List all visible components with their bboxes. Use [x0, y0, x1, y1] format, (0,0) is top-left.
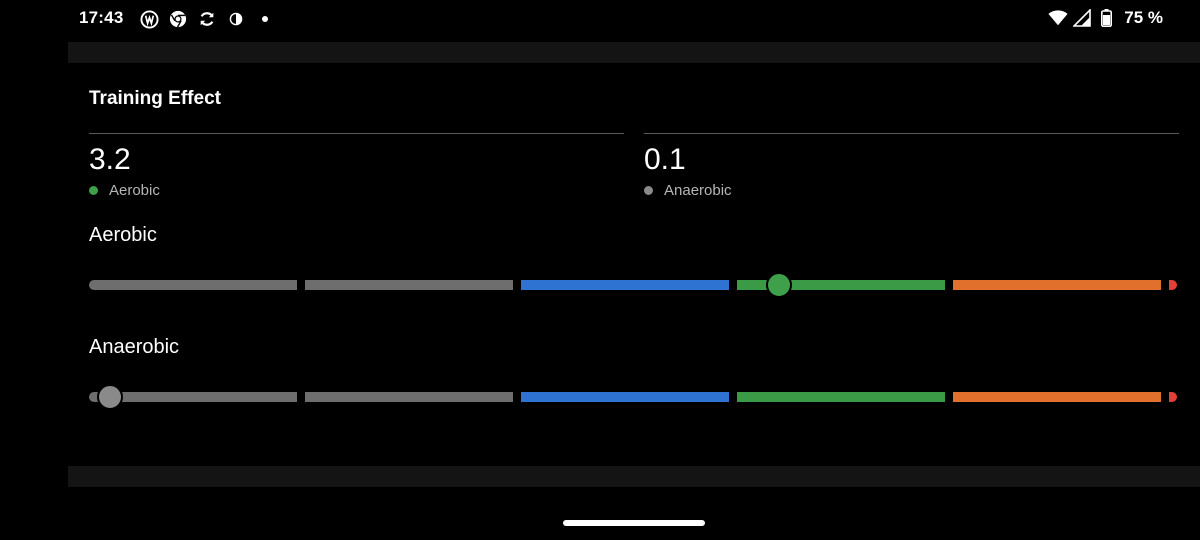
scale-thumb — [96, 384, 123, 410]
scale-segment — [953, 392, 1161, 402]
status-right-icons: 75 % — [1048, 8, 1163, 28]
scale-segment — [521, 392, 729, 402]
anaerobic-legend: Anaerobic — [644, 182, 732, 199]
top-divider-strip — [68, 42, 1200, 63]
notification-dot-icon — [255, 9, 275, 29]
aerobic-legend-dot — [89, 186, 98, 195]
aerobic-value: 3.2 — [89, 143, 131, 176]
battery-percent: 75 % — [1124, 8, 1163, 27]
scale-segment — [89, 392, 297, 402]
scale-segment-end — [1169, 392, 1177, 402]
cell-signal-icon — [1072, 8, 1092, 28]
anaerobic-scale-label: Anaerobic — [89, 336, 180, 358]
anaerobic-metric: 0.1 Anaerobic — [644, 133, 1179, 199]
home-indicator[interactable] — [563, 520, 705, 526]
aerobic-legend: Aerobic — [89, 182, 160, 199]
anaerobic-legend-dot — [644, 186, 653, 195]
scale-segment-end — [1169, 280, 1177, 290]
scale-thumb — [765, 272, 792, 298]
anaerobic-value: 0.1 — [644, 143, 686, 176]
scale-segment — [737, 392, 945, 402]
status-bar: 17:43 — [0, 0, 1200, 38]
anaerobic-legend-label: Anaerobic — [664, 182, 732, 199]
wifi-icon — [1048, 8, 1068, 28]
chrome-icon — [168, 9, 188, 29]
scale-segment — [953, 280, 1161, 290]
bottom-divider-strip — [68, 466, 1200, 487]
battery-icon — [1096, 8, 1116, 28]
anaerobic-scale — [89, 384, 1179, 410]
scale-segment — [521, 280, 729, 290]
scale-segment — [305, 280, 513, 290]
aerobic-scale — [89, 272, 1179, 298]
sync-icon — [197, 9, 217, 29]
data-saver-icon — [226, 9, 246, 29]
scale-segment — [305, 392, 513, 402]
aerobic-scale-label: Aerobic — [89, 224, 157, 246]
aerobic-legend-label: Aerobic — [109, 182, 160, 199]
status-left-icons — [139, 9, 275, 29]
scale-segment — [737, 280, 945, 290]
activity-app-icon — [139, 9, 159, 29]
status-time: 17:43 — [79, 8, 124, 27]
scale-segment — [89, 280, 297, 290]
aerobic-metric: 3.2 Aerobic — [89, 133, 624, 199]
card-title: Training Effect — [89, 88, 221, 109]
